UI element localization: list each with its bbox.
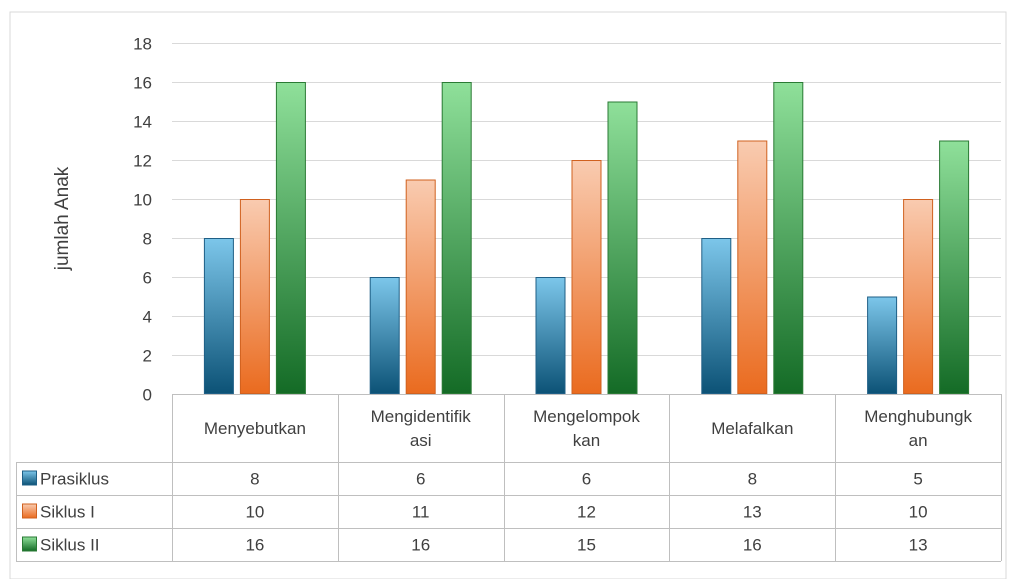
y-tick-label: 0 (143, 386, 152, 405)
category-label: asi (410, 431, 432, 450)
chart-frame (9, 11, 1007, 579)
bar-prasiklus-2 (535, 277, 566, 394)
table-value: 10 (909, 503, 928, 522)
legend-label: Siklus I (40, 503, 95, 522)
bar-siklus-ii-3 (773, 82, 804, 394)
y-tick-label: 6 (143, 269, 152, 288)
table-value: 10 (245, 503, 264, 522)
y-tick-label: 10 (133, 191, 152, 210)
legend-label: Prasiklus (40, 470, 109, 489)
legend-key-prasiklus (22, 470, 37, 486)
y-tick-label: 12 (133, 152, 152, 171)
legend-key-siklus-ii (22, 536, 37, 552)
category-label: Mengidentifik (371, 407, 472, 426)
category-label: Mengelompok (533, 407, 640, 426)
table-value: 16 (411, 536, 430, 555)
table-value: 15 (577, 536, 596, 555)
category-label: kan (573, 431, 600, 450)
category-label: Menghubungk (864, 407, 972, 426)
legend-key-siklus-i (22, 503, 37, 519)
y-tick-label: 8 (143, 230, 152, 249)
bar-siklus-i-4 (903, 199, 934, 394)
y-tick-label: 4 (143, 308, 152, 327)
category-label: an (909, 431, 928, 450)
table-value: 6 (416, 470, 425, 489)
bar-siklus-ii-2 (607, 101, 638, 394)
table-value: 8 (748, 470, 757, 489)
bar-siklus-i-2 (571, 160, 602, 394)
y-tick-label: 2 (143, 347, 152, 366)
table-value: 16 (245, 536, 264, 555)
table-value: 6 (582, 470, 591, 489)
bar-prasiklus-1 (369, 277, 400, 394)
y-axis-label: jumlah Anak (52, 166, 73, 271)
bar-siklus-ii-0 (275, 82, 306, 394)
table-value: 11 (412, 503, 430, 522)
table-value: 5 (913, 470, 922, 489)
y-tick-label: 16 (133, 74, 152, 93)
category-label: Menyebutkan (204, 419, 306, 438)
bar-prasiklus-4 (867, 296, 898, 394)
legend-label: Siklus II (40, 536, 100, 555)
table-value: 13 (909, 536, 928, 555)
y-tick-label: 14 (133, 113, 152, 132)
bar-siklus-i-1 (405, 179, 436, 394)
y-tick-label: 18 (133, 35, 152, 54)
bar-siklus-i-0 (239, 199, 270, 394)
table-value: 8 (250, 470, 259, 489)
bar-prasiklus-3 (701, 238, 732, 394)
bar-siklus-ii-1 (441, 82, 472, 394)
category-label: Melafalkan (711, 419, 793, 438)
bar-siklus-ii-4 (939, 140, 970, 394)
table-value: 16 (743, 536, 762, 555)
bar-siklus-i-3 (737, 140, 768, 394)
bar-prasiklus-0 (203, 238, 234, 394)
table-value: 13 (743, 503, 762, 522)
table-value: 12 (577, 503, 596, 522)
